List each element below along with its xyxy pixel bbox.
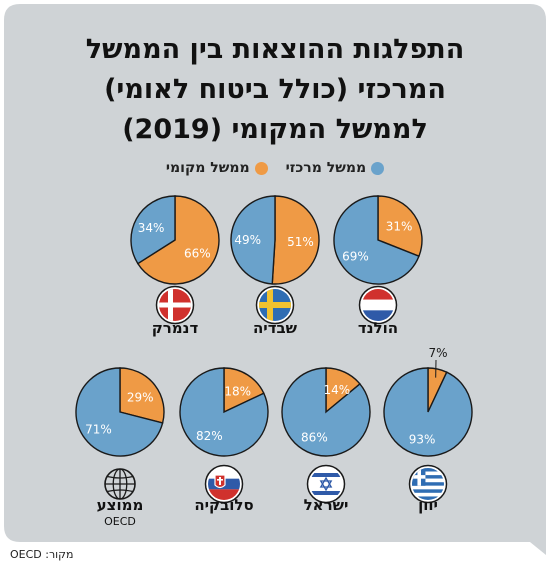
title-line-1: התפלגות ההוצאות בין הממשל xyxy=(85,34,465,65)
pie-slice-central xyxy=(130,195,176,265)
source-note: מקור: OECD xyxy=(10,548,74,561)
pie-group: 34% 66% דנמרק xyxy=(130,195,220,337)
pie-group: 69% 31% הולנד xyxy=(333,195,423,337)
data-label-central: 82% xyxy=(196,429,223,443)
pie-slice-central xyxy=(383,367,473,457)
pie-slice-central xyxy=(179,367,269,457)
pie-group: 86% 14% ישראל xyxy=(281,367,371,514)
data-label-local: 51% xyxy=(287,235,314,249)
data-label-local: 7% xyxy=(428,346,447,360)
denmark-flag-icon xyxy=(159,289,191,321)
country-sublabel: OECD xyxy=(104,515,136,528)
legend-swatch-central xyxy=(371,161,385,175)
slovakia-flag-icon xyxy=(208,468,240,500)
country-label: סלובקיה xyxy=(194,496,253,514)
legend-swatch-local xyxy=(254,161,268,175)
data-label-central: 49% xyxy=(234,233,261,247)
israel-flag-icon xyxy=(310,468,342,500)
globe-parallel-top xyxy=(107,475,133,479)
pie-slice-local xyxy=(377,195,423,258)
data-label-local: 18% xyxy=(224,384,251,398)
pie-slice-local xyxy=(271,195,320,285)
data-label-central: 69% xyxy=(342,249,369,263)
pie-slice-central xyxy=(75,367,164,457)
pie-slice-central xyxy=(281,367,371,457)
title-line-3: לממשל המקומי (2019) xyxy=(122,114,428,145)
data-label-local: 29% xyxy=(127,390,154,404)
country-label: הולנד xyxy=(358,319,398,337)
legend-label-local: ממשל מקומי xyxy=(165,160,250,176)
country-label: ישראל xyxy=(304,496,349,514)
pie-slice-central xyxy=(230,195,276,285)
sweden-flag-icon xyxy=(259,289,291,321)
globe-parallel-bottom xyxy=(107,489,133,493)
pie-group: 93% 7% יוון xyxy=(383,346,473,514)
legend-item-central: ממשל מרכזי xyxy=(285,160,385,176)
data-label-local: 66% xyxy=(184,246,211,260)
data-label-central: 71% xyxy=(85,423,112,437)
pie-slice-local xyxy=(223,367,265,414)
title-line-2: המרכזי (כולל ביטוח לאומי) xyxy=(104,74,446,105)
netherlands-flag-icon xyxy=(362,289,394,321)
legend: ממשל מרכזי ממשל מקומי xyxy=(0,160,550,176)
data-label-central: 86% xyxy=(301,431,328,445)
country-label: יוון xyxy=(418,496,438,514)
legend-item-local: ממשל מקומי xyxy=(166,160,268,176)
data-label-central: 93% xyxy=(409,433,436,447)
country-label: ממוצע xyxy=(97,496,144,514)
data-label-local: 31% xyxy=(386,220,413,234)
greece-flag-icon xyxy=(412,468,444,500)
legend-label-central: ממשל מרכזי xyxy=(285,160,367,176)
country-label: שבדיה xyxy=(253,319,298,337)
pie-slice-local xyxy=(119,367,165,424)
data-label-central: 34% xyxy=(138,221,165,235)
pie-slice-local xyxy=(136,195,220,285)
chart-title: התפלגות ההוצאות בין הממשל המרכזי (כולל ב… xyxy=(60,30,490,150)
pie-group: 82% 18% סלובקיה xyxy=(179,367,269,514)
data-label-local: 14% xyxy=(324,383,351,397)
pie-group: 49% 51% שבדיה xyxy=(230,195,320,337)
pie-slice-central xyxy=(333,195,420,285)
country-label: דנמרק xyxy=(152,319,199,337)
